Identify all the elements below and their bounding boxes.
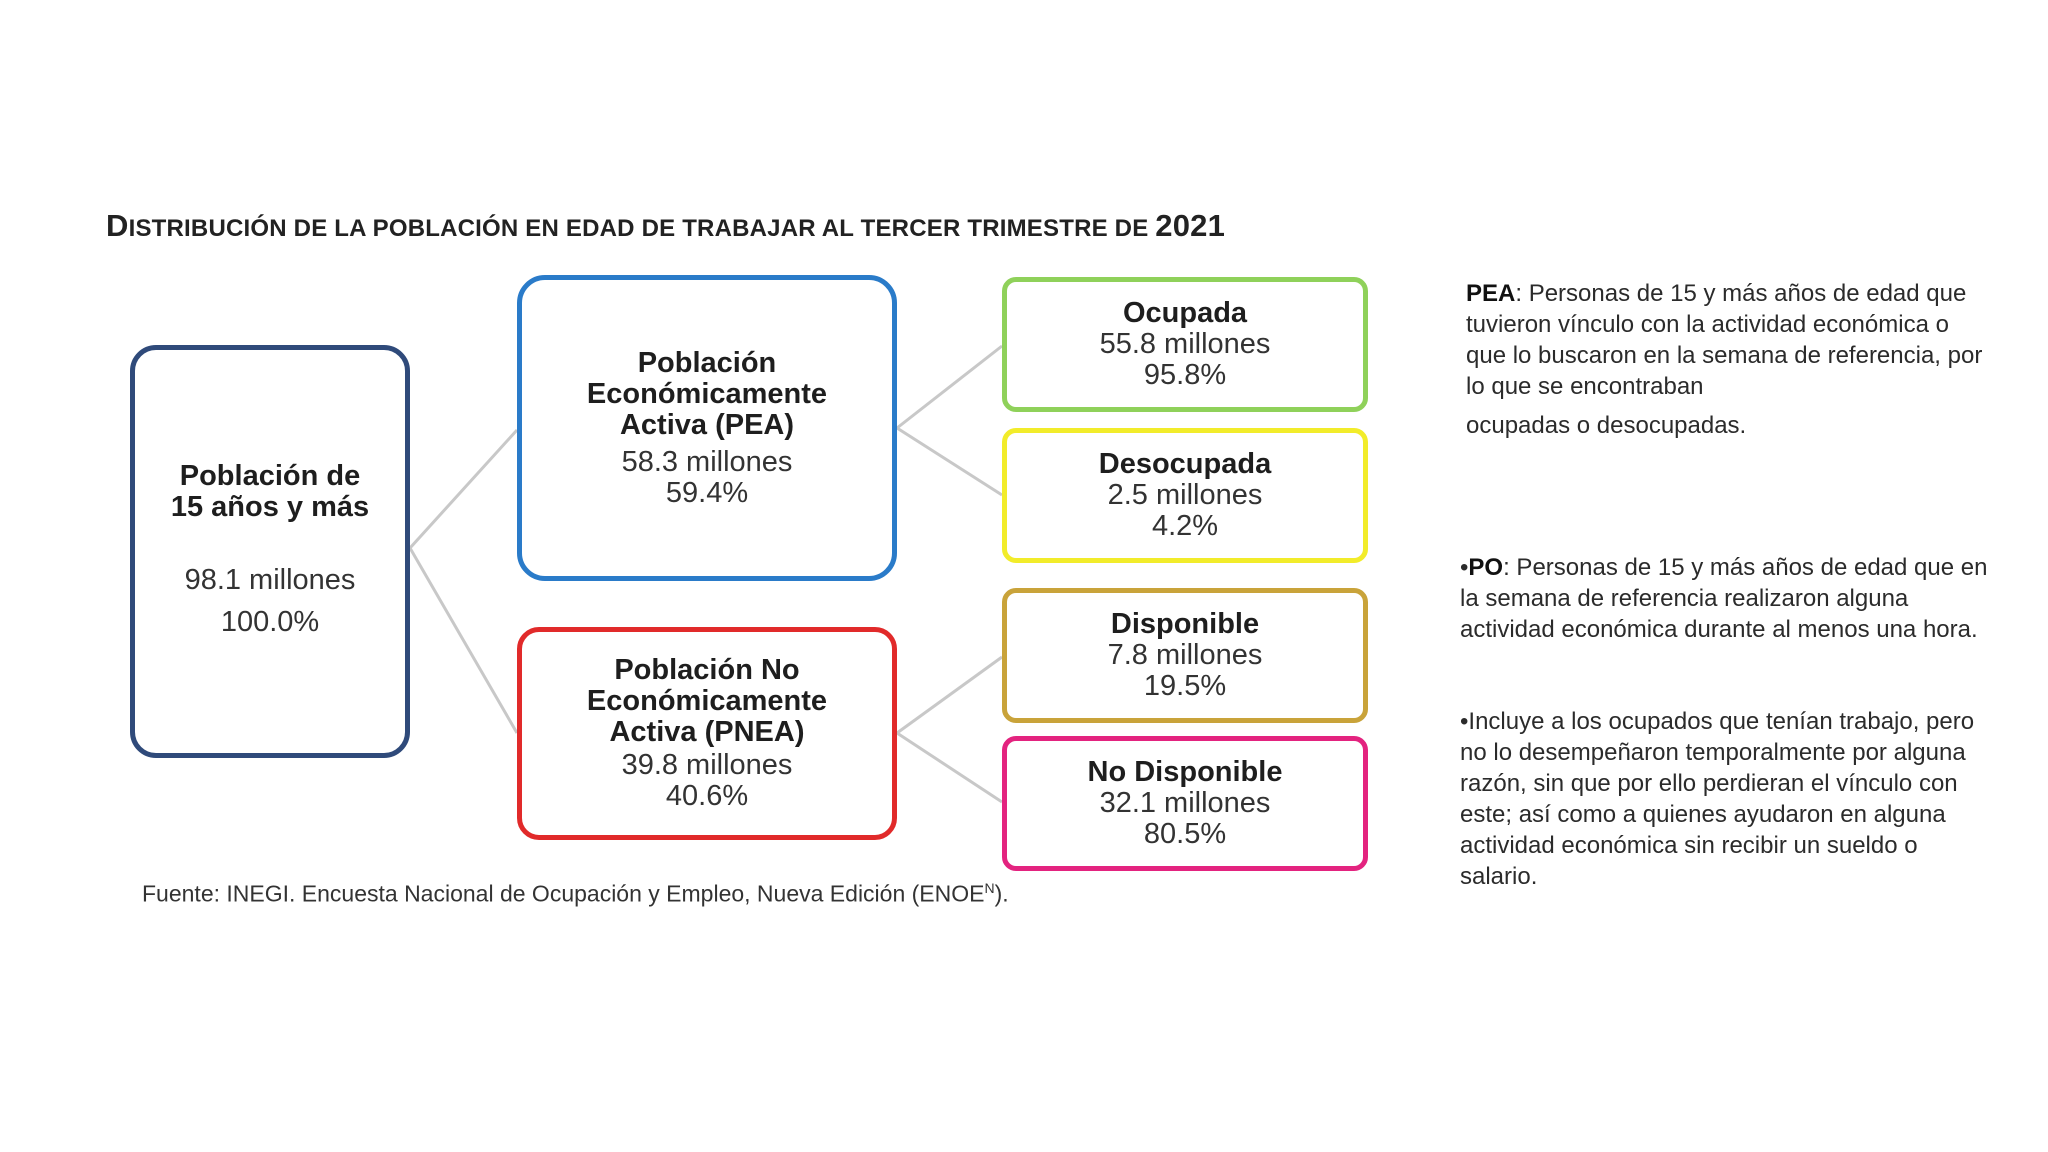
title-part: 2021 bbox=[1155, 208, 1226, 243]
node-heading-line: Población de bbox=[179, 459, 361, 492]
node-value: 39.8 millones bbox=[621, 749, 793, 781]
node-heading-line: Población No bbox=[614, 654, 800, 686]
node-poblacion-15-mas: Población de 15 años y más 98.1 millones… bbox=[130, 345, 410, 758]
node-heading-line: Activa (PNEA) bbox=[609, 716, 805, 748]
node-percent: 4.2% bbox=[1151, 510, 1219, 542]
source-end: ). bbox=[994, 880, 1009, 907]
node-disponible: Disponible 7.8 millones 19.5% bbox=[1002, 588, 1368, 723]
node-pea: Población Económicamente Activa (PEA) 58… bbox=[517, 275, 897, 581]
source-text: Fuente: INEGI. Encuesta Nacional de Ocup… bbox=[142, 880, 985, 907]
node-percent: 100.0% bbox=[220, 605, 320, 638]
node-value: 55.8 millones bbox=[1099, 328, 1271, 360]
node-percent: 95.8% bbox=[1143, 359, 1227, 391]
diagram-title: DISTRIBUCIÓN DE LA POBLACIÓN EN EDAD DE … bbox=[106, 208, 1406, 244]
node-value: 98.1 millones bbox=[184, 563, 356, 596]
note-po-definition: •PO: Personas de 15 y más años de edad q… bbox=[1460, 552, 2000, 645]
node-heading: No Disponible bbox=[1087, 756, 1283, 788]
node-heading: Población No Económicamente Activa (PNEA… bbox=[587, 655, 827, 748]
note-text-last: ocupadas o desocupadas. bbox=[1466, 412, 1747, 439]
node-heading-line: Activa (PEA) bbox=[619, 408, 795, 441]
connector-pea-ocupada bbox=[896, 344, 1003, 430]
source-superscript: N bbox=[984, 880, 995, 896]
connector-pnea-no-disponible bbox=[896, 731, 1003, 804]
note-text: : Personas de 15 y más años de edad que … bbox=[1460, 554, 1988, 643]
node-heading: Población de 15 años y más bbox=[170, 459, 370, 523]
node-value: 2.5 millones bbox=[1107, 479, 1263, 511]
connector-root-pea bbox=[408, 428, 519, 550]
node-heading: Disponible bbox=[1110, 608, 1260, 640]
note-includes: •Incluye a los ocupados que tenían traba… bbox=[1460, 708, 1975, 890]
node-heading-line: Económicamente bbox=[586, 685, 828, 717]
title-part: D bbox=[106, 208, 129, 243]
note-bullet: • bbox=[1460, 554, 1469, 581]
node-desocupada: Desocupada 2.5 millones 4.2% bbox=[1002, 428, 1368, 563]
note-text: : Personas de 15 y más años de edad que … bbox=[1466, 280, 1983, 400]
node-heading: Población Económicamente Activa (PEA) bbox=[586, 346, 828, 441]
node-heading: Desocupada bbox=[1098, 448, 1272, 480]
node-pnea: Población No Económicamente Activa (PNEA… bbox=[517, 627, 897, 840]
connector-pea-desocupada bbox=[896, 426, 1003, 497]
node-heading: Ocupada bbox=[1122, 297, 1248, 329]
connector-root-pnea bbox=[408, 547, 519, 734]
node-percent: 19.5% bbox=[1143, 670, 1227, 702]
node-no-disponible: No Disponible 32.1 millones 80.5% bbox=[1002, 736, 1368, 871]
node-value: 58.3 millones bbox=[621, 445, 793, 478]
note-pea-definition: PEA: Personas de 15 y más años de edad q… bbox=[1466, 278, 1986, 441]
note-term: PO bbox=[1468, 554, 1504, 581]
node-heading-line: 15 años y más bbox=[170, 490, 370, 523]
title-part: ISTRIBUCIÓN DE LA POBLACIÓN EN EDAD DE T… bbox=[128, 215, 1156, 242]
node-heading-line: Económicamente bbox=[586, 377, 828, 410]
node-percent: 40.6% bbox=[665, 780, 749, 812]
node-ocupada: Ocupada 55.8 millones 95.8% bbox=[1002, 277, 1368, 412]
note-term: PEA bbox=[1466, 280, 1516, 307]
node-percent: 80.5% bbox=[1143, 818, 1227, 850]
node-heading-line: Población bbox=[637, 346, 777, 379]
node-value: 32.1 millones bbox=[1099, 787, 1271, 819]
node-percent: 59.4% bbox=[665, 476, 749, 509]
source-note: Fuente: INEGI. Encuesta Nacional de Ocup… bbox=[142, 880, 1009, 908]
connector-pnea-disponible bbox=[896, 655, 1003, 735]
node-value: 7.8 millones bbox=[1107, 639, 1263, 671]
